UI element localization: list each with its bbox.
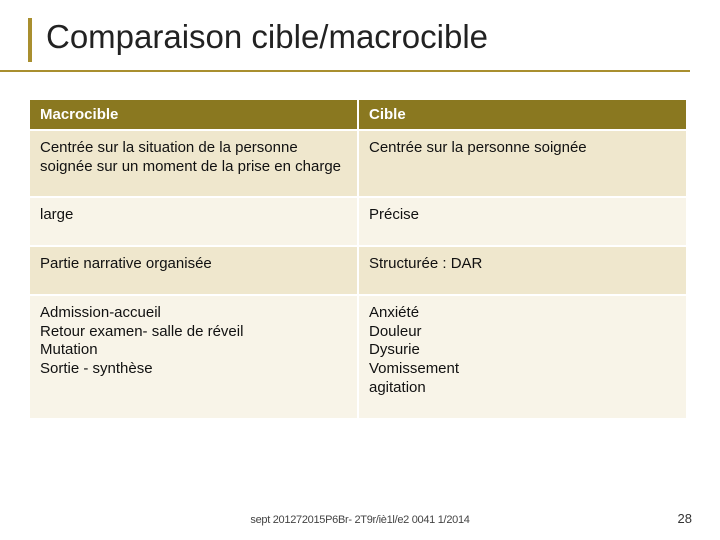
table-row: Centrée sur la situation de la personne … [29, 130, 687, 198]
footer-date: sept 201272015P6Br- 2T9r/iè1l/e2 0041 1/… [0, 514, 720, 526]
column-header-cible: Cible [358, 99, 687, 130]
table-cell: Précise [358, 197, 687, 246]
table-cell: large [29, 197, 358, 246]
table-cell: Admission-accueil Retour examen- salle d… [29, 295, 358, 419]
table-cell: Centrée sur la personne soignée [358, 130, 687, 198]
table-row: Admission-accueil Retour examen- salle d… [29, 295, 687, 419]
table-cell: Structurée : DAR [358, 246, 687, 295]
table-row: large Précise [29, 197, 687, 246]
title-underline [0, 70, 690, 72]
page-number: 28 [678, 511, 692, 526]
table-cell: Partie narrative organisée [29, 246, 358, 295]
table-cell: Anxiété Douleur Dysurie Vomissement agit… [358, 295, 687, 419]
table-cell: Centrée sur la situation de la personne … [29, 130, 358, 198]
slide: Comparaison cible/macrocible Macrocible … [0, 0, 720, 540]
column-header-macrocible: Macrocible [29, 99, 358, 130]
comparison-table: Macrocible Cible Centrée sur la situatio… [28, 98, 688, 420]
page-title: Comparaison cible/macrocible [46, 18, 692, 62]
table-header: Macrocible Cible [29, 99, 687, 130]
table-row: Partie narrative organisée Structurée : … [29, 246, 687, 295]
title-accent-bar: Comparaison cible/macrocible [28, 18, 692, 62]
